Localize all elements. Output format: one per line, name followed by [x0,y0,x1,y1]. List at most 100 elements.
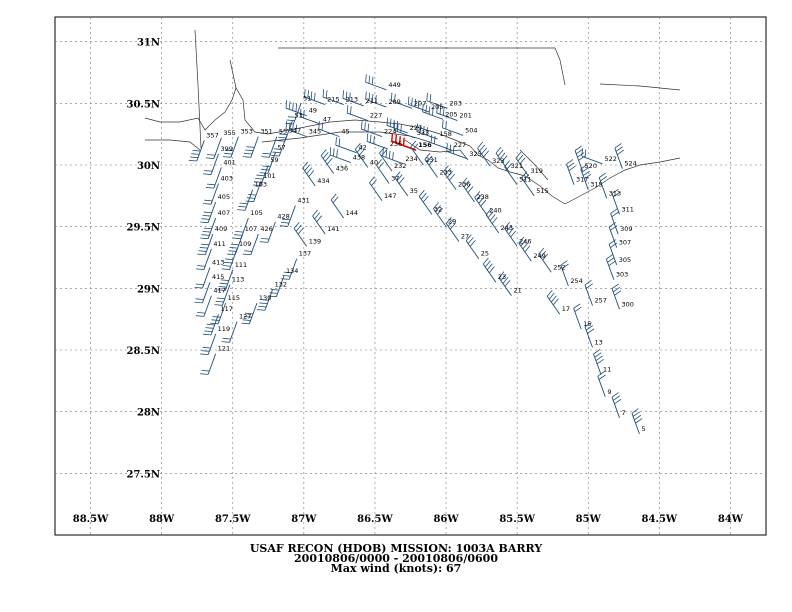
barb-feather [577,152,585,158]
wind-barb [611,283,622,310]
barb-staff [391,100,413,109]
observation-label: 40 [370,158,378,166]
lat-tick-label: 27.5N [127,469,161,480]
observation-label: 307 [619,239,631,247]
barb-feather [479,144,485,152]
barb-feather [207,183,216,186]
wind-barb [504,160,518,185]
barb-feather [488,266,495,274]
barb-feather [195,315,204,317]
observation-label: 211 [366,97,378,105]
barb-feather [228,250,237,252]
barb-feather [520,239,527,247]
barb-feather [285,121,288,130]
barb-feather [203,173,212,175]
barb-feather [201,350,210,352]
wind-barb [329,147,351,163]
barb-staff [581,155,603,165]
wind-barb [342,90,364,107]
wind-barb [312,209,326,235]
barb-feather [378,161,385,169]
wind-barb [203,183,219,205]
barb-feather [332,196,339,204]
barb-feather [390,92,393,101]
wind-barb [393,122,415,139]
max-wind: Max wind (knots): 67 [330,562,462,575]
barb-feather [524,245,531,253]
barb-feather [445,217,452,224]
barb-feather [189,156,199,159]
barb-staff [213,137,222,159]
observation-label: 411 [213,240,225,248]
observation-label: 121 [218,345,230,353]
barb-feather [221,341,230,343]
barb-feather [256,174,265,177]
wind-barb [436,105,458,122]
barb-feather [276,140,285,142]
observation-label: 134 [286,267,298,275]
barb-feather [200,243,209,246]
barb-feather [200,237,209,240]
barb-feather [345,91,348,100]
barb-staff [430,142,452,151]
wind-barb [299,108,322,125]
wind-barb [221,321,238,343]
barb-feather [429,93,432,102]
barb-staff [203,248,212,270]
barb-feather [568,165,576,172]
barb-staff [584,284,593,306]
barb-feather [578,155,586,161]
barb-feather [445,121,447,130]
observation-label: 345 [309,128,321,136]
wind-barb [566,159,576,185]
barb-feather [230,243,239,246]
wind-barb [320,149,335,174]
barb-feather [393,119,395,128]
barb-feather [522,242,529,250]
wind-barb [443,165,457,190]
barb-staff [322,96,344,105]
barb-staff [267,221,276,243]
wind-barb [584,321,595,348]
barb-feather [504,279,511,287]
barb-staff [365,81,387,91]
observation-label: 117 [221,305,233,313]
barb-staff [538,254,552,273]
barb-feather [365,74,367,83]
barb-feather [207,154,216,156]
wind-barb [200,217,217,240]
lon-tick-label: 84.5W [642,514,678,525]
wind-barb [237,189,254,211]
barb-staff [330,199,345,219]
barb-staff [376,165,390,184]
barb-feather [611,188,619,194]
barb-feather [217,289,226,291]
barb-staff [240,217,249,239]
barb-feather [497,149,504,157]
barb-feather [214,304,223,306]
barb-feather [271,154,280,157]
observation-label: 431 [297,197,309,205]
barb-feather [197,265,206,267]
barb-staff [504,228,518,247]
barb-staff [442,127,464,136]
barb-feather [205,187,214,189]
barb-staff [521,177,535,197]
barb-feather [310,91,313,100]
barb-staff [546,295,561,315]
barb-feather [282,218,291,221]
observation-label: 438 [353,154,365,162]
barb-staff [213,167,222,189]
barb-staff [329,154,351,163]
barb-staff [285,107,307,117]
observation-label: 524 [624,160,636,168]
lat-tick-label: 30N [137,161,160,172]
observation-label: 29 [448,218,456,226]
barb-feather [364,122,366,131]
barb-feather [312,209,319,217]
barb-feather [423,125,425,135]
observation-label: 21 [513,287,521,295]
barb-staff [244,189,254,211]
barb-staff [422,111,444,120]
wind-barb [474,191,488,216]
